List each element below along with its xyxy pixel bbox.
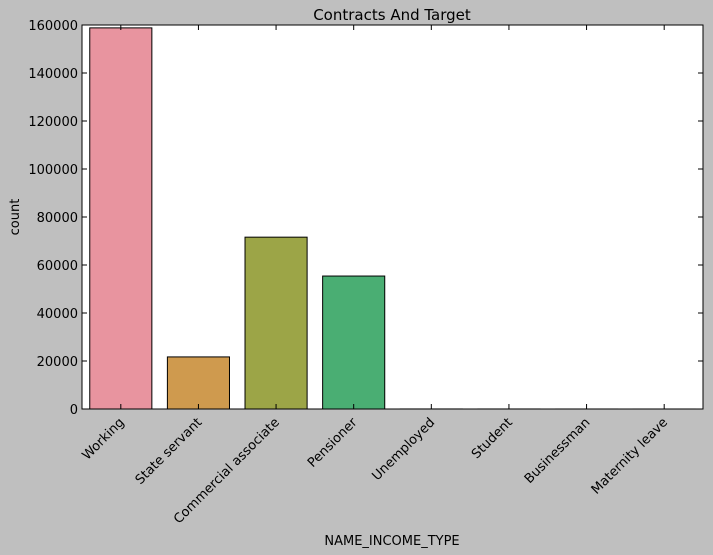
- y-tick-label: 100000: [28, 163, 78, 178]
- x-tick-label: State servant: [133, 415, 206, 488]
- y-tick-label: 140000: [28, 67, 78, 82]
- chart-title: Contracts And Target: [313, 6, 471, 24]
- x-tick-label: Student: [469, 415, 516, 462]
- bar-working: [89, 27, 153, 410]
- plot-frame: [81, 24, 704, 410]
- x-tick-label: Working: [80, 415, 128, 463]
- y-tick-label: 120000: [28, 115, 78, 130]
- x-tick-label: Businessman: [522, 415, 594, 487]
- y-tick-label: 40000: [37, 307, 78, 322]
- y-axis-label: count: [8, 199, 23, 236]
- bar-pensioner: [322, 275, 386, 410]
- plot-area: [82, 25, 703, 409]
- y-tick-label: 160000: [28, 19, 78, 34]
- x-axis-label: NAME_INCOME_TYPE: [324, 534, 459, 549]
- bar-commercial-associate: [244, 236, 308, 410]
- y-tick-label: 0: [70, 403, 78, 418]
- y-tick-label: 80000: [37, 211, 78, 226]
- bar-state-servant: [166, 356, 230, 410]
- x-tick-label: Maternity leave: [589, 415, 671, 497]
- y-tick-label: 60000: [37, 259, 78, 274]
- x-tick-label: Pensioner: [305, 415, 361, 471]
- y-tick-label: 20000: [37, 355, 78, 370]
- x-tick-label: Unemployed: [369, 415, 438, 484]
